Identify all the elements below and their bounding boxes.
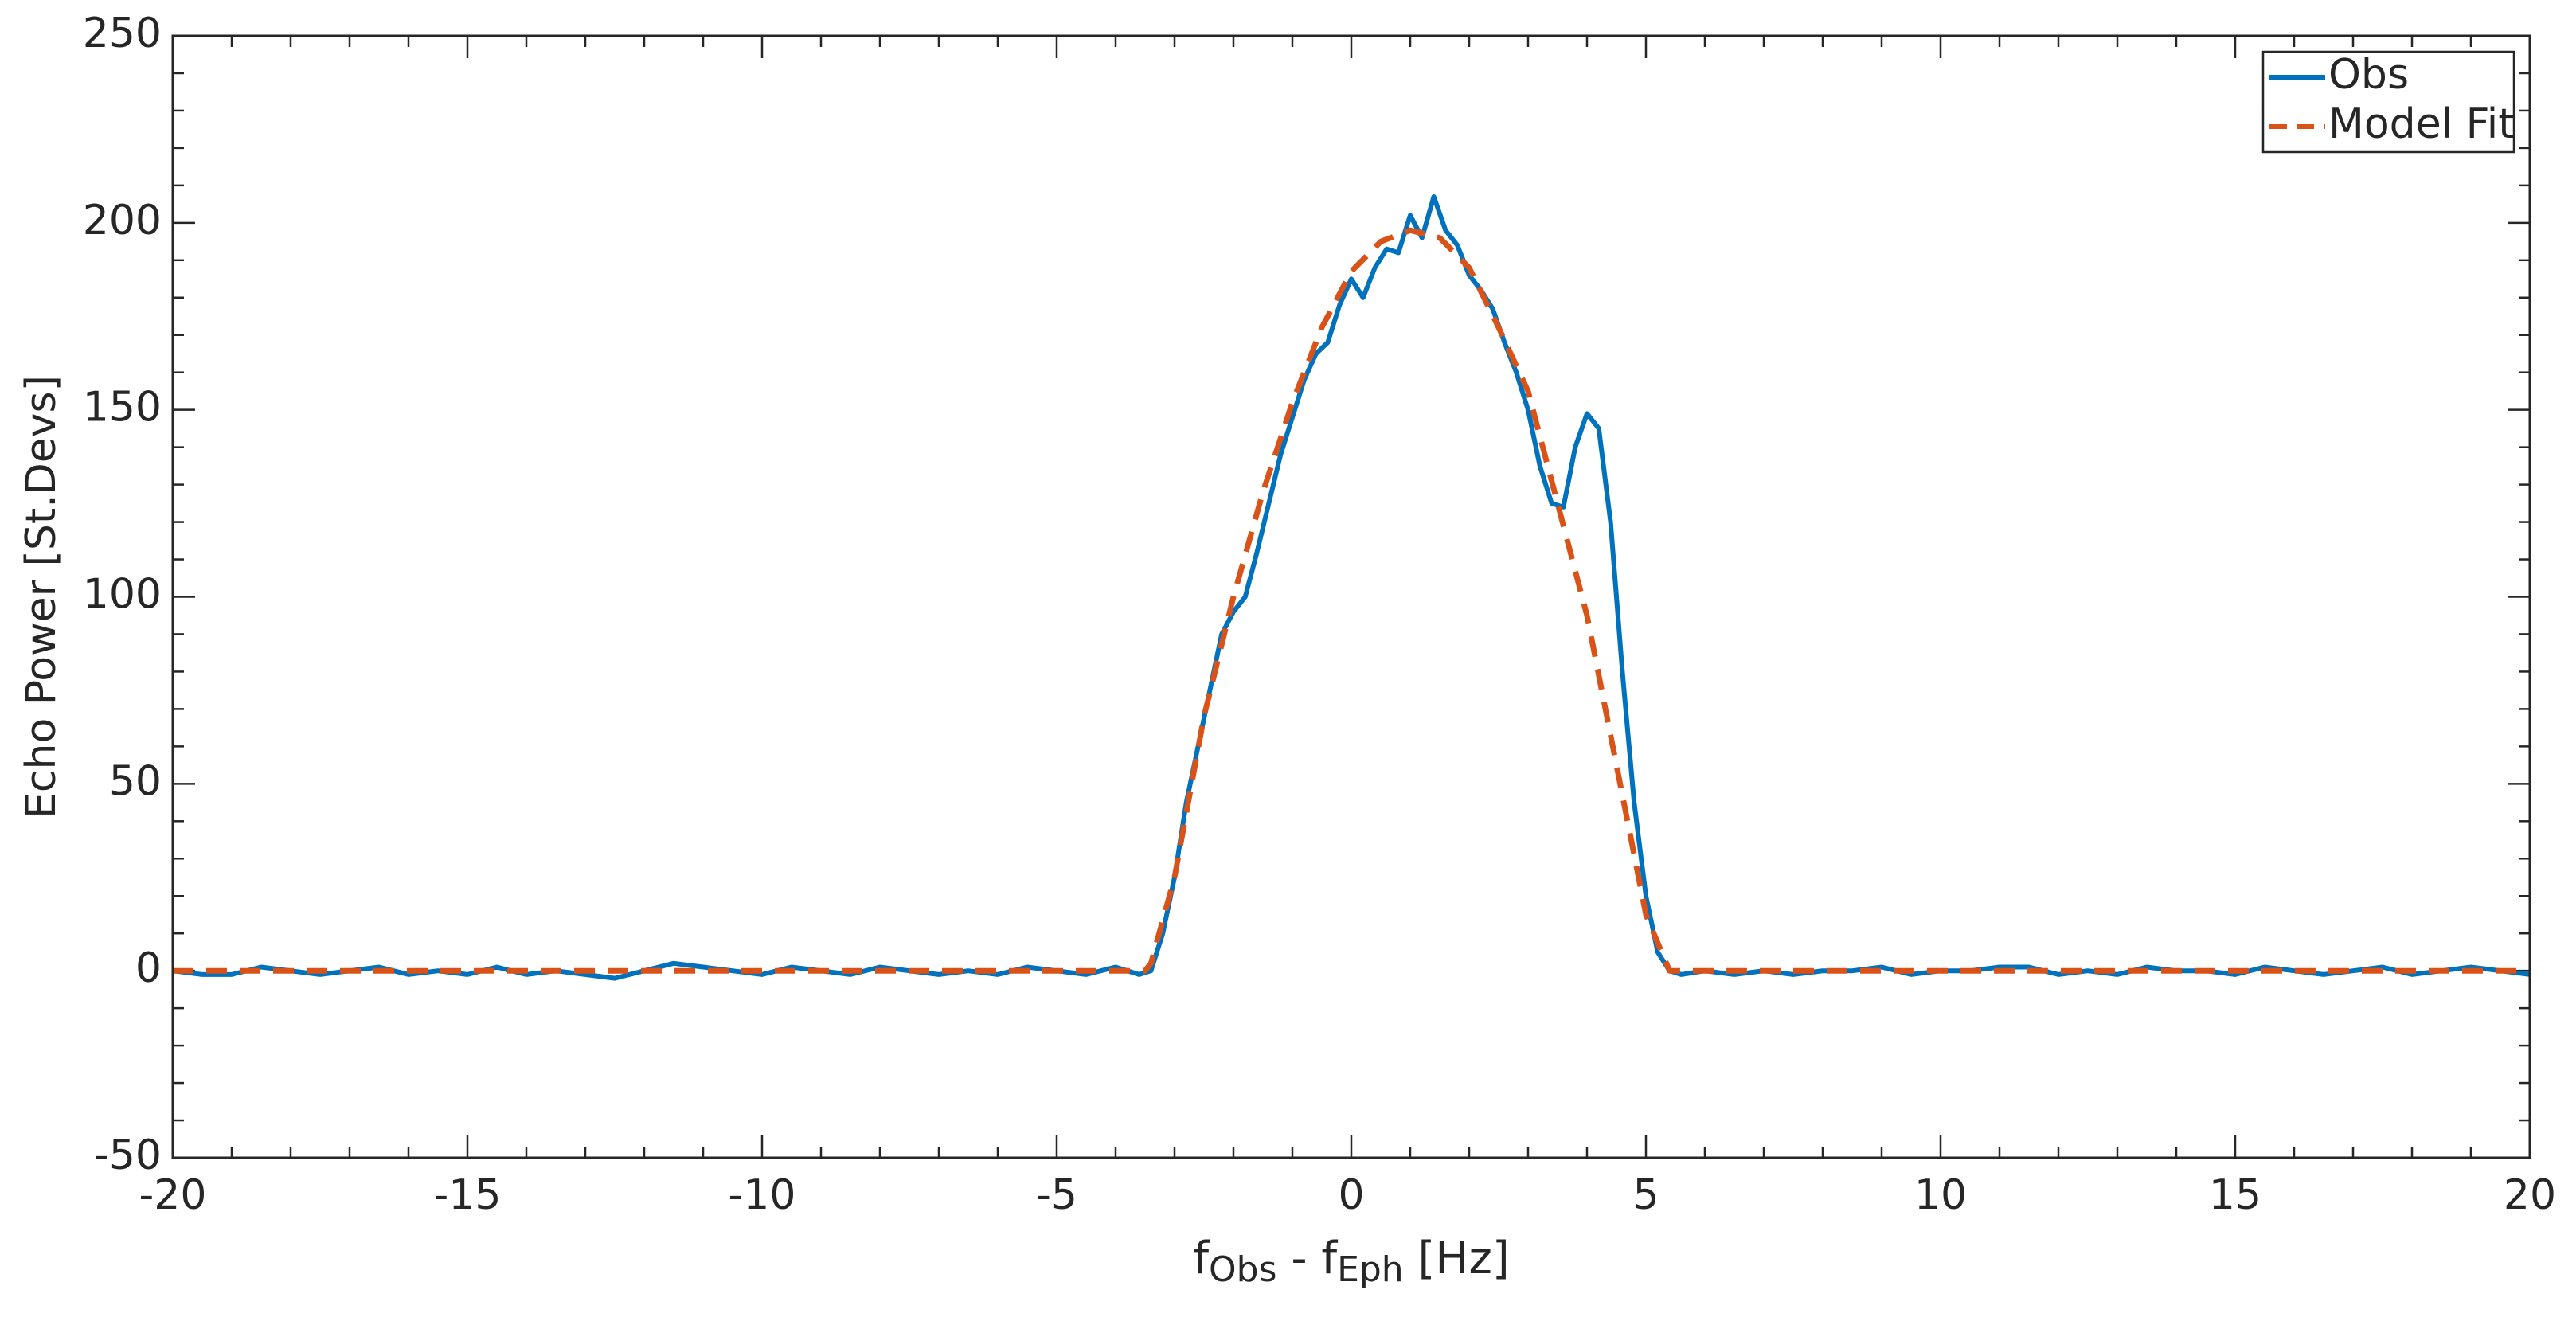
- y-tick-label: 100: [83, 571, 162, 619]
- x-tick-label: 10: [1914, 1171, 1967, 1219]
- axes-box: [171, 34, 2531, 1159]
- x-axis-label-part: - f: [1277, 1233, 1339, 1284]
- y-tick-label: -50: [94, 1132, 162, 1179]
- y-axis-label: Echo Power [St.Devs]: [18, 375, 65, 819]
- y-tick-label: 250: [83, 10, 162, 57]
- x-tick-label: -10: [729, 1171, 796, 1219]
- y-tick-label: 200: [83, 197, 162, 244]
- x-axis-label-part: Eph: [1337, 1249, 1404, 1290]
- series-line: [173, 227, 2530, 974]
- y-tick-label: 0: [135, 944, 162, 992]
- x-axis-label-part: [Hz]: [1404, 1233, 1510, 1284]
- y-tick-label: 150: [83, 384, 162, 432]
- legend-label: Model Fit: [2328, 100, 2515, 148]
- y-tick-label: 50: [109, 757, 162, 805]
- x-tick-label: -15: [434, 1171, 502, 1219]
- legend-box: [2261, 50, 2515, 154]
- x-tick-label: -5: [1036, 1171, 1077, 1219]
- x-tick-label: 5: [1632, 1171, 1659, 1219]
- x-axis-label-part: f: [1193, 1233, 1210, 1284]
- x-tick-label: 0: [1338, 1171, 1364, 1219]
- x-tick-label: 15: [2209, 1171, 2261, 1219]
- x-axis-label: fObs - fEph [Hz]: [1193, 1233, 1509, 1290]
- x-tick-label: -20: [139, 1171, 207, 1219]
- x-tick-label: 20: [2504, 1171, 2556, 1219]
- legend-label: Obs: [2328, 51, 2409, 99]
- series-line: [172, 194, 2531, 981]
- x-axis-label-part: Obs: [1209, 1249, 1277, 1290]
